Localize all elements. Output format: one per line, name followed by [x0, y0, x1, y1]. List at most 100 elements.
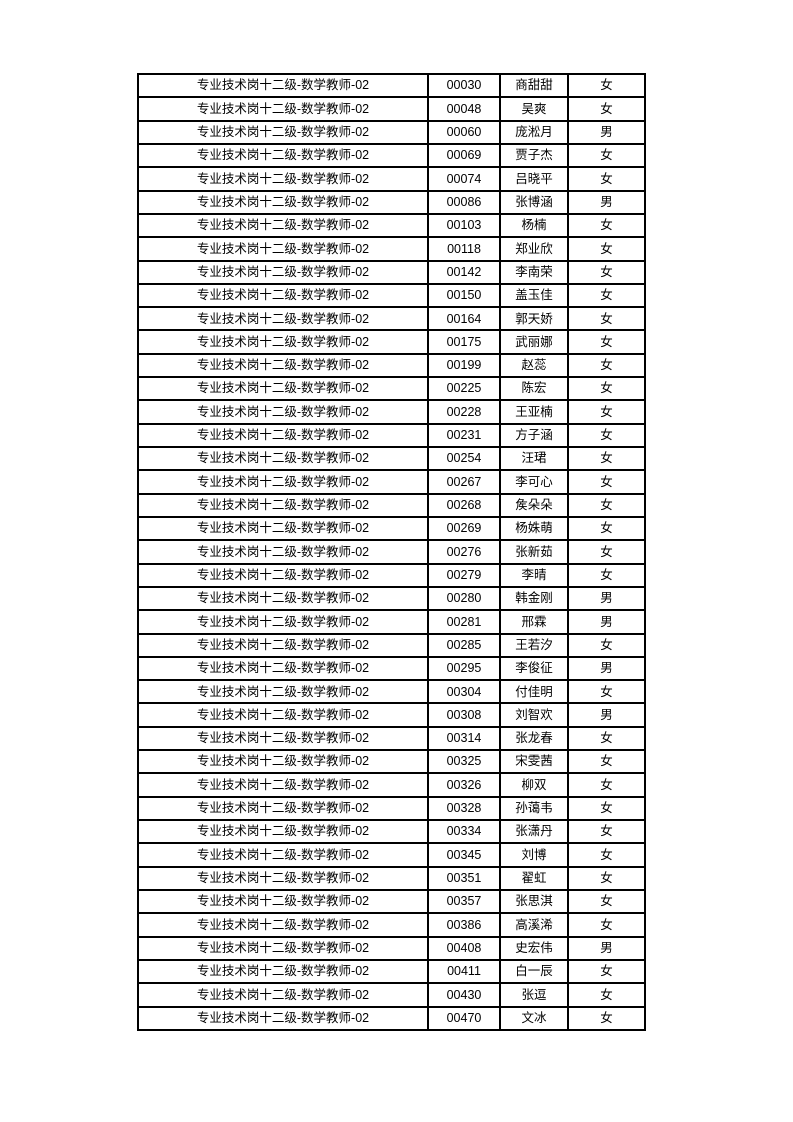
- number-cell: 00308: [427, 702, 501, 728]
- position-cell: 专业技术岗十二级-数学教师-02: [137, 96, 429, 122]
- gender-cell: 女: [567, 142, 646, 169]
- number-cell: 00150: [427, 282, 501, 309]
- position-cell: 专业技术岗十二级-数学教师-02: [137, 306, 429, 332]
- position-cell: 专业技术岗十二级-数学教师-02: [137, 259, 429, 285]
- gender-cell: 女: [567, 772, 646, 798]
- position-cell: 专业技术岗十二级-数学教师-02: [137, 702, 429, 728]
- gender-cell: 女: [567, 166, 646, 192]
- roster-table-body: 专业技术岗十二级-数学教师-02 00030 商甜甜 女 专业技术岗十二级-数学…: [137, 72, 646, 1031]
- position-cell: 专业技术岗十二级-数学教师-02: [137, 399, 429, 425]
- name-cell: 方子涵: [499, 422, 569, 449]
- table-row: 专业技术岗十二级-数学教师-02 00386 高溪浠 女: [137, 912, 646, 938]
- number-cell: 00267: [427, 469, 501, 495]
- number-cell: 00281: [427, 609, 501, 635]
- position-cell: 专业技术岗十二级-数学教师-02: [137, 119, 429, 145]
- position-cell: 专业技术岗十二级-数学教师-02: [137, 142, 429, 169]
- table-row: 专业技术岗十二级-数学教师-02 00325 宋雯茜 女: [137, 749, 646, 775]
- name-cell: 邢霖: [499, 609, 569, 635]
- table-row: 专业技术岗十二级-数学教师-02 00411 白一辰 女: [137, 958, 646, 985]
- position-cell: 专业技术岗十二级-数学教师-02: [137, 445, 429, 472]
- number-cell: 00326: [427, 772, 501, 798]
- table-row: 专业技术岗十二级-数学教师-02 00086 张博涵 男: [137, 189, 646, 215]
- name-cell: 汪珺: [499, 445, 569, 472]
- table-row: 专业技术岗十二级-数学教师-02 00351 翟虹 女: [137, 865, 646, 891]
- table-row: 专业技术岗十二级-数学教师-02 00285 王若汐 女: [137, 632, 646, 658]
- gender-cell: 男: [567, 935, 646, 961]
- gender-cell: 男: [567, 189, 646, 215]
- number-cell: 00351: [427, 865, 501, 891]
- name-cell: 柳双: [499, 772, 569, 798]
- gender-cell: 女: [567, 399, 646, 425]
- position-cell: 专业技术岗十二级-数学教师-02: [137, 749, 429, 775]
- position-cell: 专业技术岗十二级-数学教师-02: [137, 795, 429, 822]
- number-cell: 00470: [427, 1005, 501, 1031]
- number-cell: 00386: [427, 912, 501, 938]
- table-row: 专业技术岗十二级-数学教师-02 00150 盖玉佳 女: [137, 282, 646, 309]
- position-cell: 专业技术岗十二级-数学教师-02: [137, 189, 429, 215]
- name-cell: 矦朵朵: [499, 492, 569, 518]
- name-cell: 宋雯茜: [499, 749, 569, 775]
- number-cell: 00269: [427, 515, 501, 542]
- table-row: 专业技术岗十二级-数学教师-02 00328 孙蔼韦 女: [137, 795, 646, 822]
- number-cell: 00228: [427, 399, 501, 425]
- name-cell: 张博涵: [499, 189, 569, 215]
- number-cell: 00411: [427, 958, 501, 985]
- name-cell: 文冰: [499, 1005, 569, 1031]
- number-cell: 00103: [427, 212, 501, 239]
- table-row: 专业技术岗十二级-数学教师-02 00228 王亚楠 女: [137, 399, 646, 425]
- position-cell: 专业技术岗十二级-数学教师-02: [137, 958, 429, 985]
- name-cell: 张逗: [499, 982, 569, 1008]
- table-row: 专业技术岗十二级-数学教师-02 00118 郑业欣 女: [137, 236, 646, 262]
- position-cell: 专业技术岗十二级-数学教师-02: [137, 772, 429, 798]
- name-cell: 武丽娜: [499, 329, 569, 355]
- number-cell: 00430: [427, 982, 501, 1008]
- gender-cell: 女: [567, 865, 646, 891]
- position-cell: 专业技术岗十二级-数学教师-02: [137, 912, 429, 938]
- table-row: 专业技术岗十二级-数学教师-02 00430 张逗 女: [137, 982, 646, 1008]
- number-cell: 00314: [427, 725, 501, 752]
- name-cell: 孙蔼韦: [499, 795, 569, 822]
- gender-cell: 女: [567, 72, 646, 99]
- position-cell: 专业技术岗十二级-数学教师-02: [137, 515, 429, 542]
- name-cell: 李南荣: [499, 259, 569, 285]
- gender-cell: 女: [567, 352, 646, 379]
- gender-cell: 女: [567, 842, 646, 868]
- position-cell: 专业技术岗十二级-数学教师-02: [137, 1005, 429, 1031]
- gender-cell: 女: [567, 376, 646, 402]
- table-row: 专业技术岗十二级-数学教师-02 00048 吴爽 女: [137, 96, 646, 122]
- name-cell: 张思淇: [499, 888, 569, 915]
- gender-cell: 女: [567, 632, 646, 658]
- position-cell: 专业技术岗十二级-数学教师-02: [137, 865, 429, 891]
- gender-cell: 女: [567, 539, 646, 565]
- gender-cell: 女: [567, 282, 646, 309]
- gender-cell: 女: [567, 445, 646, 472]
- position-cell: 专业技术岗十二级-数学教师-02: [137, 982, 429, 1008]
- gender-cell: 男: [567, 609, 646, 635]
- name-cell: 庞淞月: [499, 119, 569, 145]
- table-row: 专业技术岗十二级-数学教师-02 00279 李晴 女: [137, 562, 646, 588]
- name-cell: 王若汐: [499, 632, 569, 658]
- gender-cell: 女: [567, 679, 646, 705]
- gender-cell: 女: [567, 259, 646, 285]
- name-cell: 郭天娇: [499, 306, 569, 332]
- gender-cell: 女: [567, 469, 646, 495]
- gender-cell: 女: [567, 1005, 646, 1031]
- gender-cell: 女: [567, 515, 646, 542]
- name-cell: 张潇丹: [499, 818, 569, 845]
- number-cell: 00142: [427, 259, 501, 285]
- position-cell: 专业技术岗十二级-数学教师-02: [137, 842, 429, 868]
- gender-cell: 男: [567, 119, 646, 145]
- number-cell: 00280: [427, 585, 501, 612]
- name-cell: 韩金刚: [499, 585, 569, 612]
- table-row: 专业技术岗十二级-数学教师-02 00408 史宏伟 男: [137, 935, 646, 961]
- gender-cell: 男: [567, 585, 646, 612]
- table-row: 专业技术岗十二级-数学教师-02 00142 李南荣 女: [137, 259, 646, 285]
- position-cell: 专业技术岗十二级-数学教师-02: [137, 655, 429, 682]
- name-cell: 李俊征: [499, 655, 569, 682]
- table-row: 专业技术岗十二级-数学教师-02 00345 刘博 女: [137, 842, 646, 868]
- position-cell: 专业技术岗十二级-数学教师-02: [137, 282, 429, 309]
- table-row: 专业技术岗十二级-数学教师-02 00231 方子涵 女: [137, 422, 646, 449]
- number-cell: 00069: [427, 142, 501, 169]
- gender-cell: 女: [567, 96, 646, 122]
